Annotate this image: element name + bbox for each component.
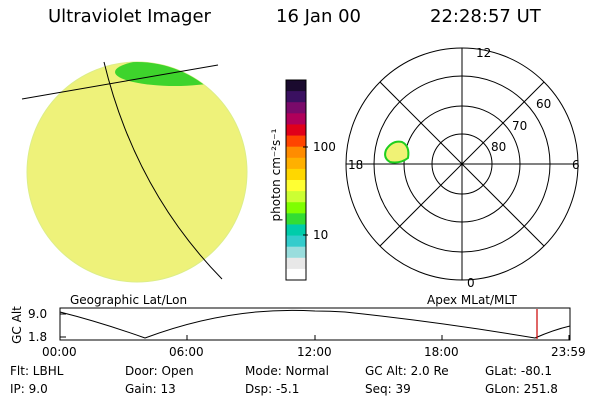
altitude-ytick-bottom: 1.8	[28, 330, 48, 344]
auroral-blob	[384, 140, 410, 164]
altitude-xtick-4: 23:59	[551, 345, 586, 359]
info-ip: IP: 9.0	[10, 382, 48, 396]
altitude-plot	[59, 307, 571, 341]
colorbar-segment	[286, 168, 306, 181]
colorbar-segment	[286, 80, 306, 92]
lat-label-60: 60	[536, 97, 552, 111]
colorbar-segment	[286, 124, 306, 137]
info-door: Door: Open	[125, 364, 194, 378]
colorbar-label-10: 10	[313, 228, 329, 242]
altitude-curve	[59, 309, 571, 339]
colorbar-segment	[286, 213, 306, 225]
earth-disk-image	[21, 61, 248, 283]
colorbar-label-100: 100	[313, 140, 336, 154]
mlt-label-12: 12	[476, 46, 492, 60]
instrument-title: Ultraviolet Imager	[48, 6, 211, 27]
info-glon: GLon: 251.8	[485, 382, 558, 396]
colorbar-frame	[285, 79, 307, 281]
colorbar-segment	[286, 102, 306, 114]
observation-time: 22:28:57 UT	[430, 6, 541, 27]
altitude-xtick-3: 18:00	[424, 345, 459, 359]
lat-label-80: 80	[491, 140, 507, 154]
info-dsp: Dsp: -5.1	[245, 382, 300, 396]
colorbar-segment	[286, 191, 306, 203]
mlt-label-0: 0	[467, 276, 475, 290]
info-flt: Flt: LBHL	[10, 364, 64, 378]
colorbar-segment	[286, 157, 306, 170]
colorbar-segment	[286, 235, 306, 248]
colorbar-segment	[286, 91, 306, 103]
geographic-label: Geographic Lat/Lon	[70, 293, 188, 307]
polar-plot	[345, 47, 579, 281]
colorbar-segment	[286, 246, 306, 259]
terminator-line	[21, 64, 219, 100]
altitude-xtick-1: 06:00	[169, 345, 204, 359]
colorbar-segment	[286, 113, 306, 125]
colorbar-segment	[286, 268, 306, 281]
info-seq: Seq: 39	[365, 382, 411, 396]
altitude-xtick-0: 00:00	[42, 345, 77, 359]
altitude-xtick-2: 12:00	[297, 345, 332, 359]
info-gcalt: GC Alt: 2.0 Re	[365, 364, 449, 378]
info-mode: Mode: Normal	[245, 364, 329, 378]
info-gain: Gain: 13	[125, 382, 176, 396]
disk-base	[26, 61, 248, 283]
colorbar-segment	[286, 257, 306, 270]
info-glat: GLat: -80.1	[485, 364, 552, 378]
lat-label-70: 70	[512, 119, 528, 133]
apex-label: Apex MLat/MLT	[427, 293, 517, 307]
colorbar-segment	[286, 135, 306, 148]
colorbar-segment	[286, 202, 306, 214]
colorbar	[285, 79, 307, 281]
colorbar-segment	[286, 180, 306, 192]
colorbar-segment	[286, 224, 306, 237]
altitude-ytick-top: 9.0	[28, 307, 48, 321]
altitude-ylabel: GC Alt	[10, 306, 24, 344]
mlt-label-6: 6	[572, 158, 580, 172]
colorbar-segment	[286, 146, 306, 159]
meridian-line	[103, 61, 223, 280]
mlt-label-18: 18	[348, 158, 364, 172]
mlt-line-diag-2	[379, 81, 545, 247]
observation-date: 16 Jan 00	[276, 6, 361, 27]
colorbar-unit-label: photon cm⁻²s⁻¹	[269, 128, 283, 222]
